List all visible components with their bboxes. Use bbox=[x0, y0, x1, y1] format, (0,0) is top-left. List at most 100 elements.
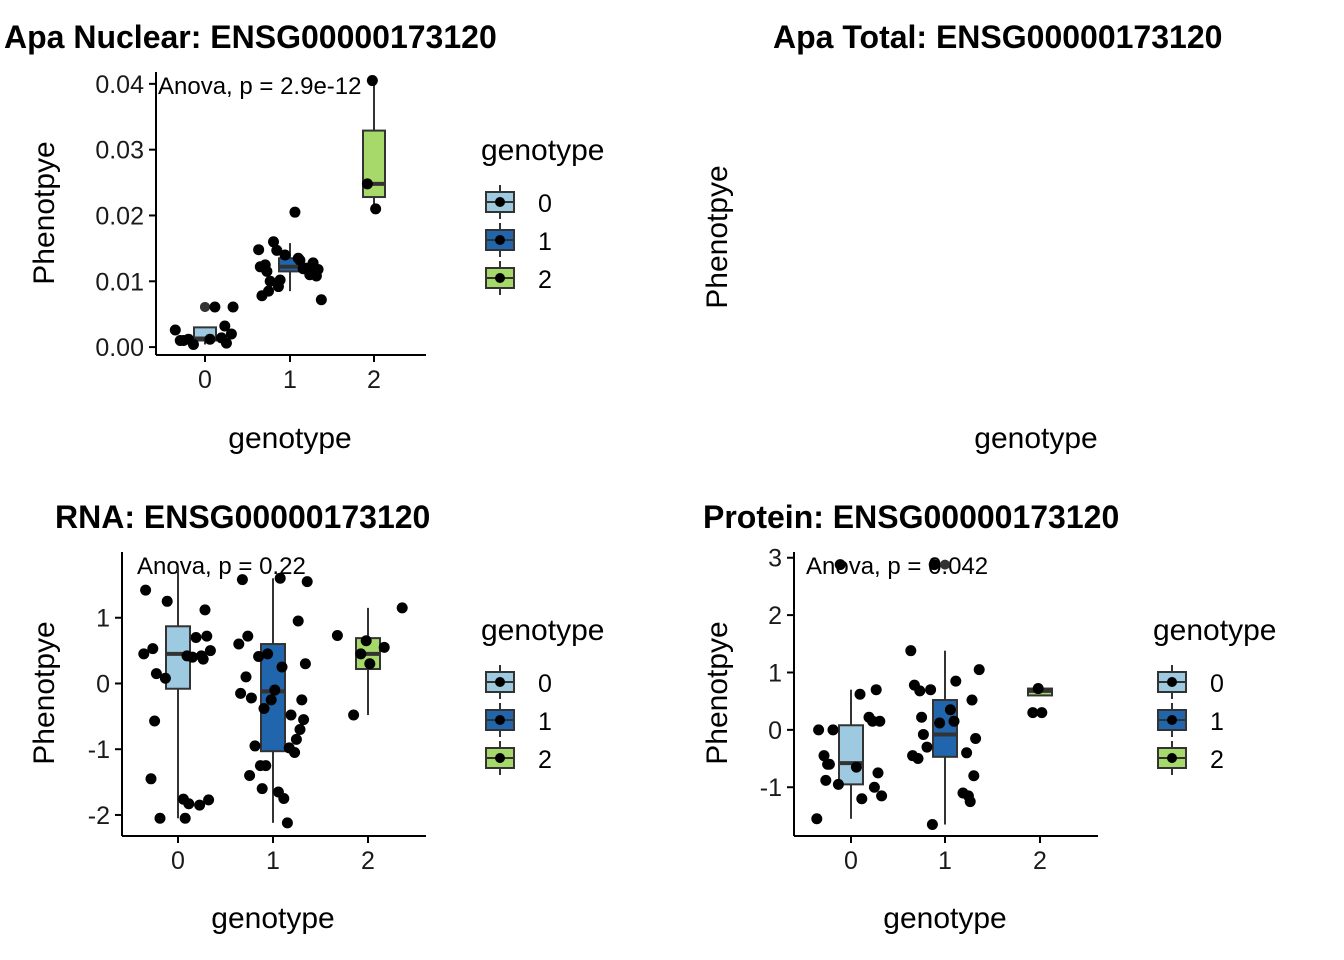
data-point bbox=[868, 781, 880, 793]
data-point bbox=[921, 741, 933, 753]
data-point bbox=[278, 793, 290, 805]
y-axis-title: Phenotpye bbox=[28, 621, 61, 764]
y-axis-title: Phenotpye bbox=[28, 141, 61, 284]
legend-label-1: 1 bbox=[1210, 708, 1224, 736]
data-point bbox=[1036, 707, 1048, 719]
data-point bbox=[161, 595, 173, 607]
data-point bbox=[856, 793, 868, 805]
data-point bbox=[928, 559, 940, 571]
data-point bbox=[204, 645, 216, 657]
data-point bbox=[262, 648, 274, 660]
data-point bbox=[832, 778, 844, 790]
legend-key-0 bbox=[485, 185, 515, 219]
x-tick-label: 2 bbox=[1033, 847, 1047, 875]
data-point bbox=[331, 629, 343, 641]
data-point bbox=[258, 702, 270, 714]
data-point bbox=[186, 651, 198, 663]
data-point bbox=[823, 758, 835, 770]
data-point bbox=[948, 715, 960, 727]
data-point bbox=[870, 684, 882, 696]
data-point bbox=[253, 244, 265, 256]
data-point bbox=[190, 631, 202, 643]
legend-key-2 bbox=[1157, 741, 1187, 775]
legend-keys bbox=[485, 185, 515, 295]
data-point bbox=[204, 333, 216, 345]
data-point bbox=[876, 790, 888, 802]
y-tick-label: 0.03 bbox=[95, 137, 144, 165]
data-point bbox=[378, 641, 390, 653]
data-point bbox=[240, 671, 252, 683]
x-tick-label: 2 bbox=[367, 366, 381, 394]
data-point bbox=[285, 709, 297, 721]
data-point bbox=[138, 648, 150, 660]
data-point bbox=[964, 796, 976, 808]
data-point bbox=[174, 335, 186, 347]
data-point bbox=[279, 249, 291, 261]
data-point bbox=[970, 732, 982, 744]
data-point bbox=[271, 244, 283, 256]
legend-title: genotype bbox=[1153, 614, 1276, 647]
legend-key-point bbox=[495, 235, 505, 245]
data-point bbox=[276, 661, 288, 673]
data-point bbox=[245, 692, 257, 704]
data-point bbox=[147, 643, 159, 655]
legend-key-point bbox=[495, 273, 505, 283]
anova-annotation: Anova, p = 0.042 bbox=[806, 553, 988, 580]
data-point bbox=[169, 324, 181, 336]
data-point bbox=[818, 750, 830, 762]
panel-title: Protein: ENSG00000173120 bbox=[703, 499, 1119, 535]
data-point bbox=[315, 294, 327, 306]
data-point bbox=[269, 684, 281, 696]
data-point bbox=[154, 812, 166, 824]
legend: genotype 0 1 2 bbox=[1153, 614, 1276, 775]
legend-key-point bbox=[1167, 677, 1177, 687]
data-point bbox=[183, 333, 194, 345]
y-tick-label: -1 bbox=[760, 774, 782, 802]
data-point bbox=[905, 645, 917, 657]
data-point bbox=[912, 753, 924, 765]
data-point bbox=[150, 668, 162, 680]
y-tick-label: 2 bbox=[768, 602, 782, 630]
y-tick-label: 0.04 bbox=[95, 71, 144, 99]
data-point bbox=[227, 301, 239, 313]
data-point bbox=[149, 715, 161, 727]
data-point bbox=[290, 733, 302, 745]
x-axis-title: genotype bbox=[974, 422, 1097, 455]
legend: genotype 0 1 2 bbox=[481, 614, 604, 775]
legend-label-0: 0 bbox=[538, 190, 552, 218]
data-point bbox=[265, 694, 277, 706]
data-point bbox=[194, 799, 206, 811]
legend-key-1 bbox=[485, 703, 515, 737]
legend-key-point bbox=[495, 677, 505, 687]
box-genotype-2 bbox=[362, 80, 386, 209]
y-axis-title: Phenotpye bbox=[701, 621, 734, 764]
data-point bbox=[872, 767, 884, 779]
data-point bbox=[914, 685, 926, 697]
x-tick-label: 2 bbox=[361, 847, 375, 875]
data-point bbox=[292, 615, 304, 627]
legend-key-2 bbox=[485, 741, 515, 775]
data-point bbox=[253, 651, 265, 663]
legend-keys bbox=[485, 665, 515, 775]
legend-label-1: 1 bbox=[538, 708, 552, 736]
data-point bbox=[370, 203, 382, 215]
data-point bbox=[973, 664, 985, 676]
data-point bbox=[199, 604, 211, 616]
data-point bbox=[850, 761, 862, 773]
data-point bbox=[209, 301, 221, 313]
data-point bbox=[944, 704, 956, 716]
data-point bbox=[309, 267, 321, 279]
data-point bbox=[867, 715, 879, 727]
y-tick-label: 1 bbox=[768, 659, 782, 687]
legend-label-2: 2 bbox=[1210, 746, 1224, 774]
data-point bbox=[360, 635, 372, 647]
x-tick-label: 1 bbox=[938, 847, 952, 875]
data-point bbox=[961, 747, 973, 759]
data-point bbox=[950, 675, 962, 687]
y-tick-label: 0 bbox=[96, 670, 110, 698]
x-tick-label: 0 bbox=[198, 366, 212, 394]
data-point bbox=[917, 728, 929, 740]
x-tick-label: 0 bbox=[171, 847, 185, 875]
plot-area: -1 0 1 2 3 0 1 2 bbox=[760, 545, 1098, 875]
